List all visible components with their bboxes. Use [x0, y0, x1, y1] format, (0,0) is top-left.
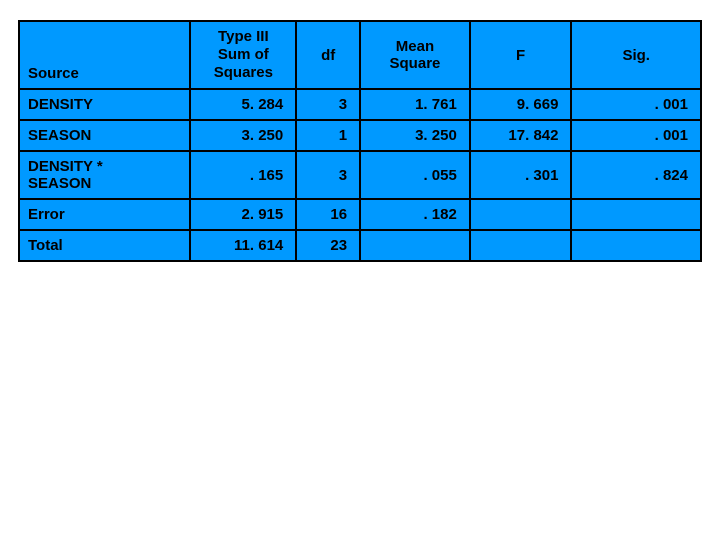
cell-ss: 11. 614 — [190, 230, 296, 261]
cell-source: DENSITY — [19, 89, 190, 120]
cell-source: Total — [19, 230, 190, 261]
cell-source: Error — [19, 199, 190, 230]
cell-ms — [360, 230, 470, 261]
cell-ss: . 165 — [190, 151, 296, 199]
cell-ms: 1. 761 — [360, 89, 470, 120]
cell-df: 1 — [296, 120, 360, 151]
cell-df: 3 — [296, 151, 360, 199]
cell-ss: 5. 284 — [190, 89, 296, 120]
table-row: Error 2. 915 16 . 182 — [19, 199, 701, 230]
anova-table: Source Type IIISum ofSquares df MeanSqua… — [18, 20, 702, 262]
cell-df: 3 — [296, 89, 360, 120]
header-ss: Type IIISum ofSquares — [190, 21, 296, 89]
cell-sig: . 001 — [571, 120, 701, 151]
header-sig: Sig. — [571, 21, 701, 89]
cell-sig — [571, 199, 701, 230]
table-row: DENSITY 5. 284 3 1. 761 9. 669 . 001 — [19, 89, 701, 120]
cell-sig — [571, 230, 701, 261]
cell-ms: 3. 250 — [360, 120, 470, 151]
table-row: SEASON 3. 250 1 3. 250 17. 842 . 001 — [19, 120, 701, 151]
cell-ms: . 055 — [360, 151, 470, 199]
cell-source: SEASON — [19, 120, 190, 151]
header-source: Source — [19, 21, 190, 89]
cell-sig: . 824 — [571, 151, 701, 199]
cell-f — [470, 199, 572, 230]
table-body: DENSITY 5. 284 3 1. 761 9. 669 . 001 SEA… — [19, 89, 701, 261]
header-row: Source Type IIISum ofSquares df MeanSqua… — [19, 21, 701, 89]
cell-df: 23 — [296, 230, 360, 261]
table-row: DENSITY *SEASON . 165 3 . 055 . 301 . 82… — [19, 151, 701, 199]
cell-source: DENSITY *SEASON — [19, 151, 190, 199]
cell-df: 16 — [296, 199, 360, 230]
header-df: df — [296, 21, 360, 89]
cell-f: 17. 842 — [470, 120, 572, 151]
cell-ss: 3. 250 — [190, 120, 296, 151]
cell-ss: 2. 915 — [190, 199, 296, 230]
header-ms: MeanSquare — [360, 21, 470, 89]
cell-ms: . 182 — [360, 199, 470, 230]
cell-f: 9. 669 — [470, 89, 572, 120]
header-f: F — [470, 21, 572, 89]
cell-f — [470, 230, 572, 261]
table-row: Total 11. 614 23 — [19, 230, 701, 261]
cell-sig: . 001 — [571, 89, 701, 120]
cell-f: . 301 — [470, 151, 572, 199]
